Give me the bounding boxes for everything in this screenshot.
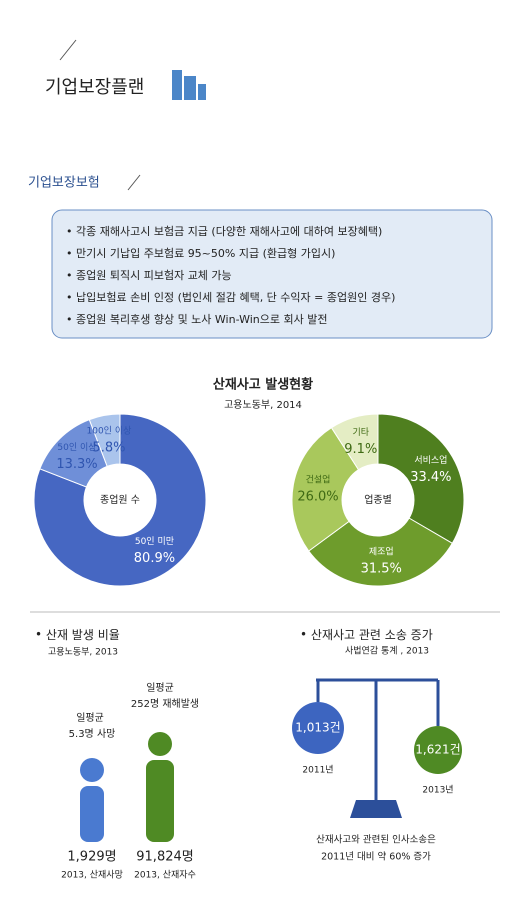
slice-value: 5.8%: [92, 441, 125, 456]
slice-name: 50인 미만: [135, 536, 174, 547]
person-icon: [148, 732, 172, 756]
injured: 91,824명: [136, 850, 193, 865]
deco-slash: [59, 39, 77, 61]
daily-value: 252명 재해발생: [131, 697, 199, 710]
count-value: 1,621건: [415, 743, 460, 757]
daily-label: 일평균: [76, 712, 104, 724]
scale: [316, 678, 440, 800]
donut-slice: [291, 426, 360, 552]
slice-value: 31.5%: [361, 561, 402, 576]
slice-name: 건설업: [306, 474, 331, 485]
slice-value: 9.1%: [344, 442, 377, 457]
building-icon: [172, 70, 206, 100]
donut-slice: [330, 413, 379, 471]
deco-slash: [127, 174, 141, 191]
donut-center-label: 종업원 수: [100, 493, 140, 506]
bullet: • 만기시 기납입 주보험료 95~50% 지급 (환급형 가입시): [66, 247, 335, 260]
count-circle: [414, 726, 462, 774]
bullet-text: 종업원 복리후생 향상 및 노사 Win-Win으로 회사 발전: [76, 313, 327, 326]
stats-source: 고용노동부, 2014: [224, 399, 302, 411]
count-value: 1,013건: [295, 721, 340, 735]
stats-title: 산재사고 발생현황: [213, 377, 313, 393]
slice-name: 100인 이상: [87, 426, 132, 437]
bullet-text: 각종 재해사고시 보험금 지급 (다양한 재해사고에 대하여 보장혜택): [76, 224, 382, 238]
scale-base: [350, 800, 402, 818]
slice-value: 26.0%: [297, 489, 338, 504]
rate-title: • 산재 발생 비율: [35, 628, 120, 642]
daily-value: 5.3명 사망: [69, 728, 116, 740]
donut-slice: [377, 413, 465, 544]
note: 산재사고와 관련된 인사소송은: [316, 834, 436, 846]
bullet-text: 만기시 기납입 주보험료 95~50% 지급 (환급형 가입시): [76, 247, 335, 260]
page-title: 기업보장플랜: [45, 77, 144, 98]
slice-name: 기타: [353, 427, 370, 438]
donut-slice: [88, 413, 121, 468]
donut-slice: [33, 413, 207, 587]
lawsuit-title-text: 산재사고 관련 소송 증가: [311, 628, 433, 642]
rate-title-text: 산재 발생 비율: [46, 628, 120, 642]
bullet: • 각종 재해사고시 보험금 지급 (다양한 재해사고에 대하여 보장혜택): [66, 224, 382, 238]
person-icon: [80, 758, 104, 782]
count-circle: [292, 702, 344, 754]
slice-name: 제조업: [369, 546, 394, 557]
donut-center-label: 업종별: [364, 493, 392, 506]
injured-caption: 2013, 산재자수: [134, 870, 196, 881]
count-year: 2013년: [422, 785, 453, 796]
lawsuit-title: • 산재사고 관련 소송 증가: [300, 628, 433, 642]
person-icon: [146, 760, 174, 842]
section-title: 기업보장보험: [28, 176, 100, 191]
daily-label: 일평균: [146, 682, 174, 694]
slice-name: 서비스업: [414, 455, 447, 466]
rate-source: 고용노동부, 2013: [48, 647, 118, 658]
slice-value: 33.4%: [410, 470, 451, 485]
bullet: • 종업원 복리후생 향상 및 노사 Win-Win으로 회사 발전: [66, 313, 327, 326]
donut-hole: [343, 465, 413, 535]
slice-value: 13.3%: [56, 457, 97, 472]
bullet: • 납입보험료 손비 인정 (법인세 절감 혜택, 단 수익자 = 종업원인 경…: [66, 291, 395, 304]
bullet: • 종업원 퇴직시 피보험자 교체 가능: [66, 269, 232, 282]
bullet-text: 종업원 퇴직시 피보험자 교체 가능: [76, 269, 232, 282]
lawsuit-source: 사법연감 통계 , 2013: [345, 645, 429, 657]
note: 2011년 대비 약 60% 증가: [321, 851, 431, 863]
deaths: 1,929명: [67, 850, 116, 865]
deaths-caption: 2013, 산재사망: [61, 870, 123, 881]
donut-hole: [85, 465, 155, 535]
bullet-box: [51, 209, 493, 339]
slice-value: 80.9%: [134, 551, 175, 566]
donut-slice: [308, 517, 453, 587]
person-icon: [80, 786, 104, 842]
bullet-text: 납입보험료 손비 인정 (법인세 절감 혜택, 단 수익자 = 종업원인 경우): [76, 291, 395, 304]
count-year: 2011년: [302, 765, 333, 776]
slice-name: 50인 이상: [57, 442, 96, 453]
